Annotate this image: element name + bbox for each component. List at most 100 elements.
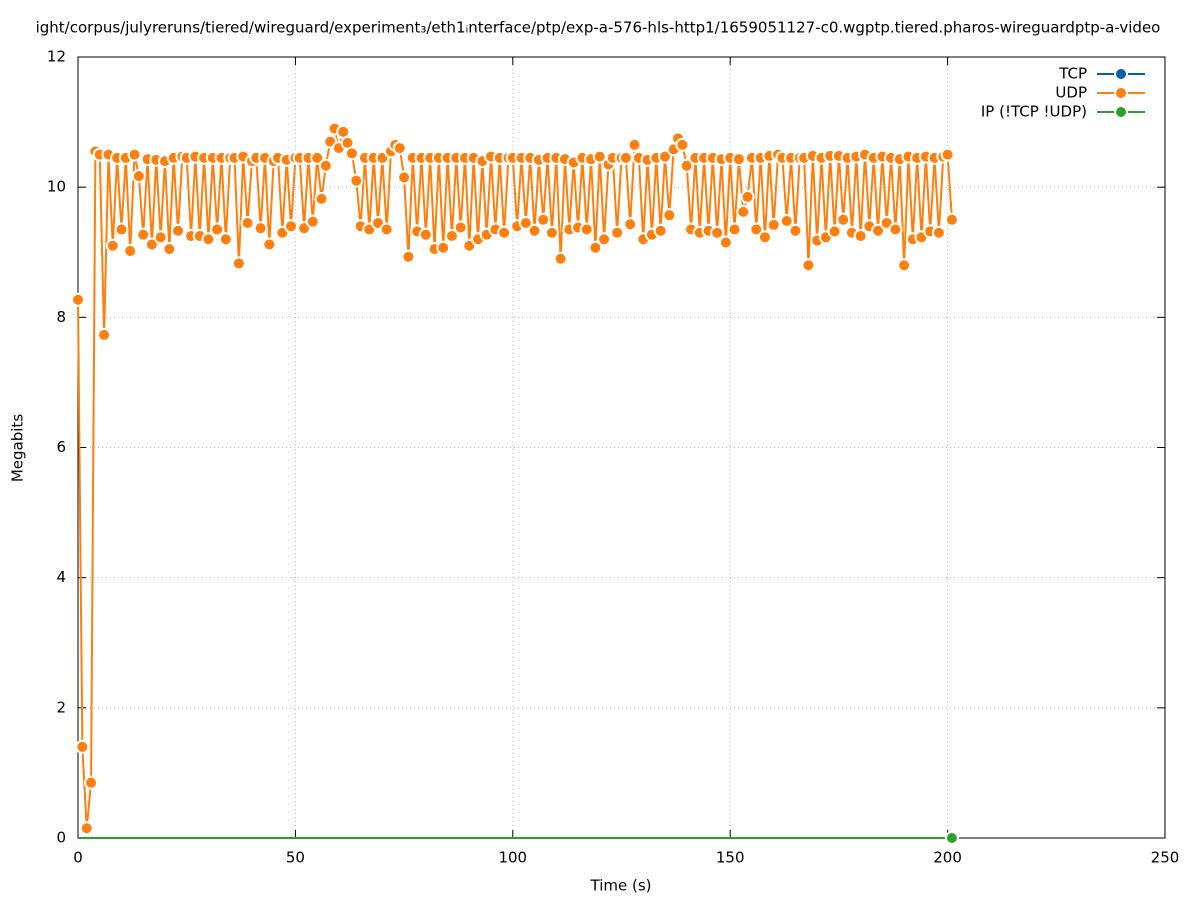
data-point — [318, 158, 333, 173]
legend-label: TCP — [1058, 65, 1087, 83]
legend-swatch — [1114, 105, 1128, 119]
y-tick-label: 0 — [56, 829, 66, 847]
data-point — [453, 220, 468, 235]
data-point — [218, 232, 233, 247]
data-point — [127, 147, 142, 162]
x-tick-label: 250 — [1151, 849, 1180, 867]
data-point — [349, 173, 364, 188]
y-tick-label: 10 — [47, 178, 66, 196]
data-point — [418, 227, 433, 242]
chart-title: ight/corpus/julyreruns/tiered/wireguard/… — [36, 19, 1161, 37]
data-point — [736, 204, 751, 219]
data-point — [871, 223, 886, 238]
data-point — [131, 169, 146, 184]
x-tick-label: 50 — [286, 849, 305, 867]
data-point — [305, 214, 320, 229]
data-point — [597, 232, 612, 247]
data-point — [836, 212, 851, 227]
data-point — [553, 251, 568, 266]
data-point — [231, 256, 246, 271]
y-tick-label: 12 — [47, 48, 66, 66]
data-point — [740, 189, 755, 204]
data-point — [310, 150, 325, 165]
data-point — [144, 237, 159, 252]
data-point — [344, 146, 359, 161]
data-point — [240, 215, 255, 230]
data-point — [201, 232, 216, 247]
data-point — [392, 141, 407, 156]
legend-swatch — [1114, 86, 1128, 100]
x-tick-label: 100 — [498, 849, 527, 867]
data-point — [779, 214, 794, 229]
data-point — [253, 221, 268, 236]
y-tick-label: 2 — [56, 698, 66, 716]
data-point — [210, 222, 225, 237]
data-point — [579, 222, 594, 237]
legend-label: UDP — [1055, 84, 1087, 102]
data-point — [727, 222, 742, 237]
data-point — [888, 222, 903, 237]
data-point — [827, 224, 842, 239]
data-point — [71, 292, 85, 307]
data-point — [801, 258, 816, 273]
data-point — [623, 217, 638, 232]
data-point — [162, 241, 177, 256]
data-point — [931, 225, 946, 240]
data-point — [136, 227, 151, 242]
x-tick-label: 200 — [933, 849, 962, 867]
data-point — [75, 739, 90, 754]
data-point — [97, 327, 112, 342]
data-point — [171, 223, 186, 238]
data-point — [592, 149, 607, 164]
data-point — [84, 775, 99, 790]
y-tick-label: 4 — [56, 568, 66, 586]
data-point — [675, 137, 690, 152]
data-point — [662, 208, 677, 223]
y-tick-label: 8 — [56, 308, 66, 326]
data-point — [940, 147, 955, 162]
x-axis-label: Time (s) — [590, 877, 652, 895]
data-point — [284, 219, 299, 234]
data-point — [105, 238, 120, 253]
data-point — [527, 223, 542, 238]
series-line — [77, 124, 953, 829]
data-point — [710, 225, 725, 240]
x-tick-label: 150 — [716, 849, 745, 867]
data-point — [444, 228, 459, 243]
data-point — [79, 821, 94, 836]
data-point — [944, 212, 959, 227]
data-point — [497, 225, 512, 240]
data-point — [153, 230, 168, 245]
x-tick-label: 0 — [73, 849, 83, 867]
data-point — [766, 217, 781, 232]
data-point — [436, 240, 451, 255]
data-point — [757, 230, 772, 245]
data-point — [618, 150, 633, 165]
data-point — [944, 831, 959, 845]
data-point — [653, 223, 668, 238]
data-point — [588, 240, 603, 255]
legend-label: IP (!TCP !UDP) — [981, 103, 1087, 121]
y-tick-label: 6 — [56, 438, 66, 456]
y-axis-label: Megabits — [9, 414, 27, 482]
data-point — [718, 235, 733, 250]
data-point — [544, 225, 559, 240]
data-point — [657, 149, 672, 164]
data-point — [379, 222, 394, 237]
legend-swatch — [1114, 67, 1128, 81]
data-point — [897, 258, 912, 273]
data-point — [853, 228, 868, 243]
data-point — [123, 243, 138, 258]
data-point — [262, 237, 277, 252]
data-point — [114, 222, 129, 237]
data-point — [627, 137, 642, 152]
data-point — [788, 223, 803, 238]
data-point — [749, 222, 764, 237]
data-point — [679, 158, 694, 173]
data-point — [518, 215, 533, 230]
data-point — [401, 249, 416, 264]
data-point — [731, 152, 746, 167]
data-point — [610, 225, 625, 240]
